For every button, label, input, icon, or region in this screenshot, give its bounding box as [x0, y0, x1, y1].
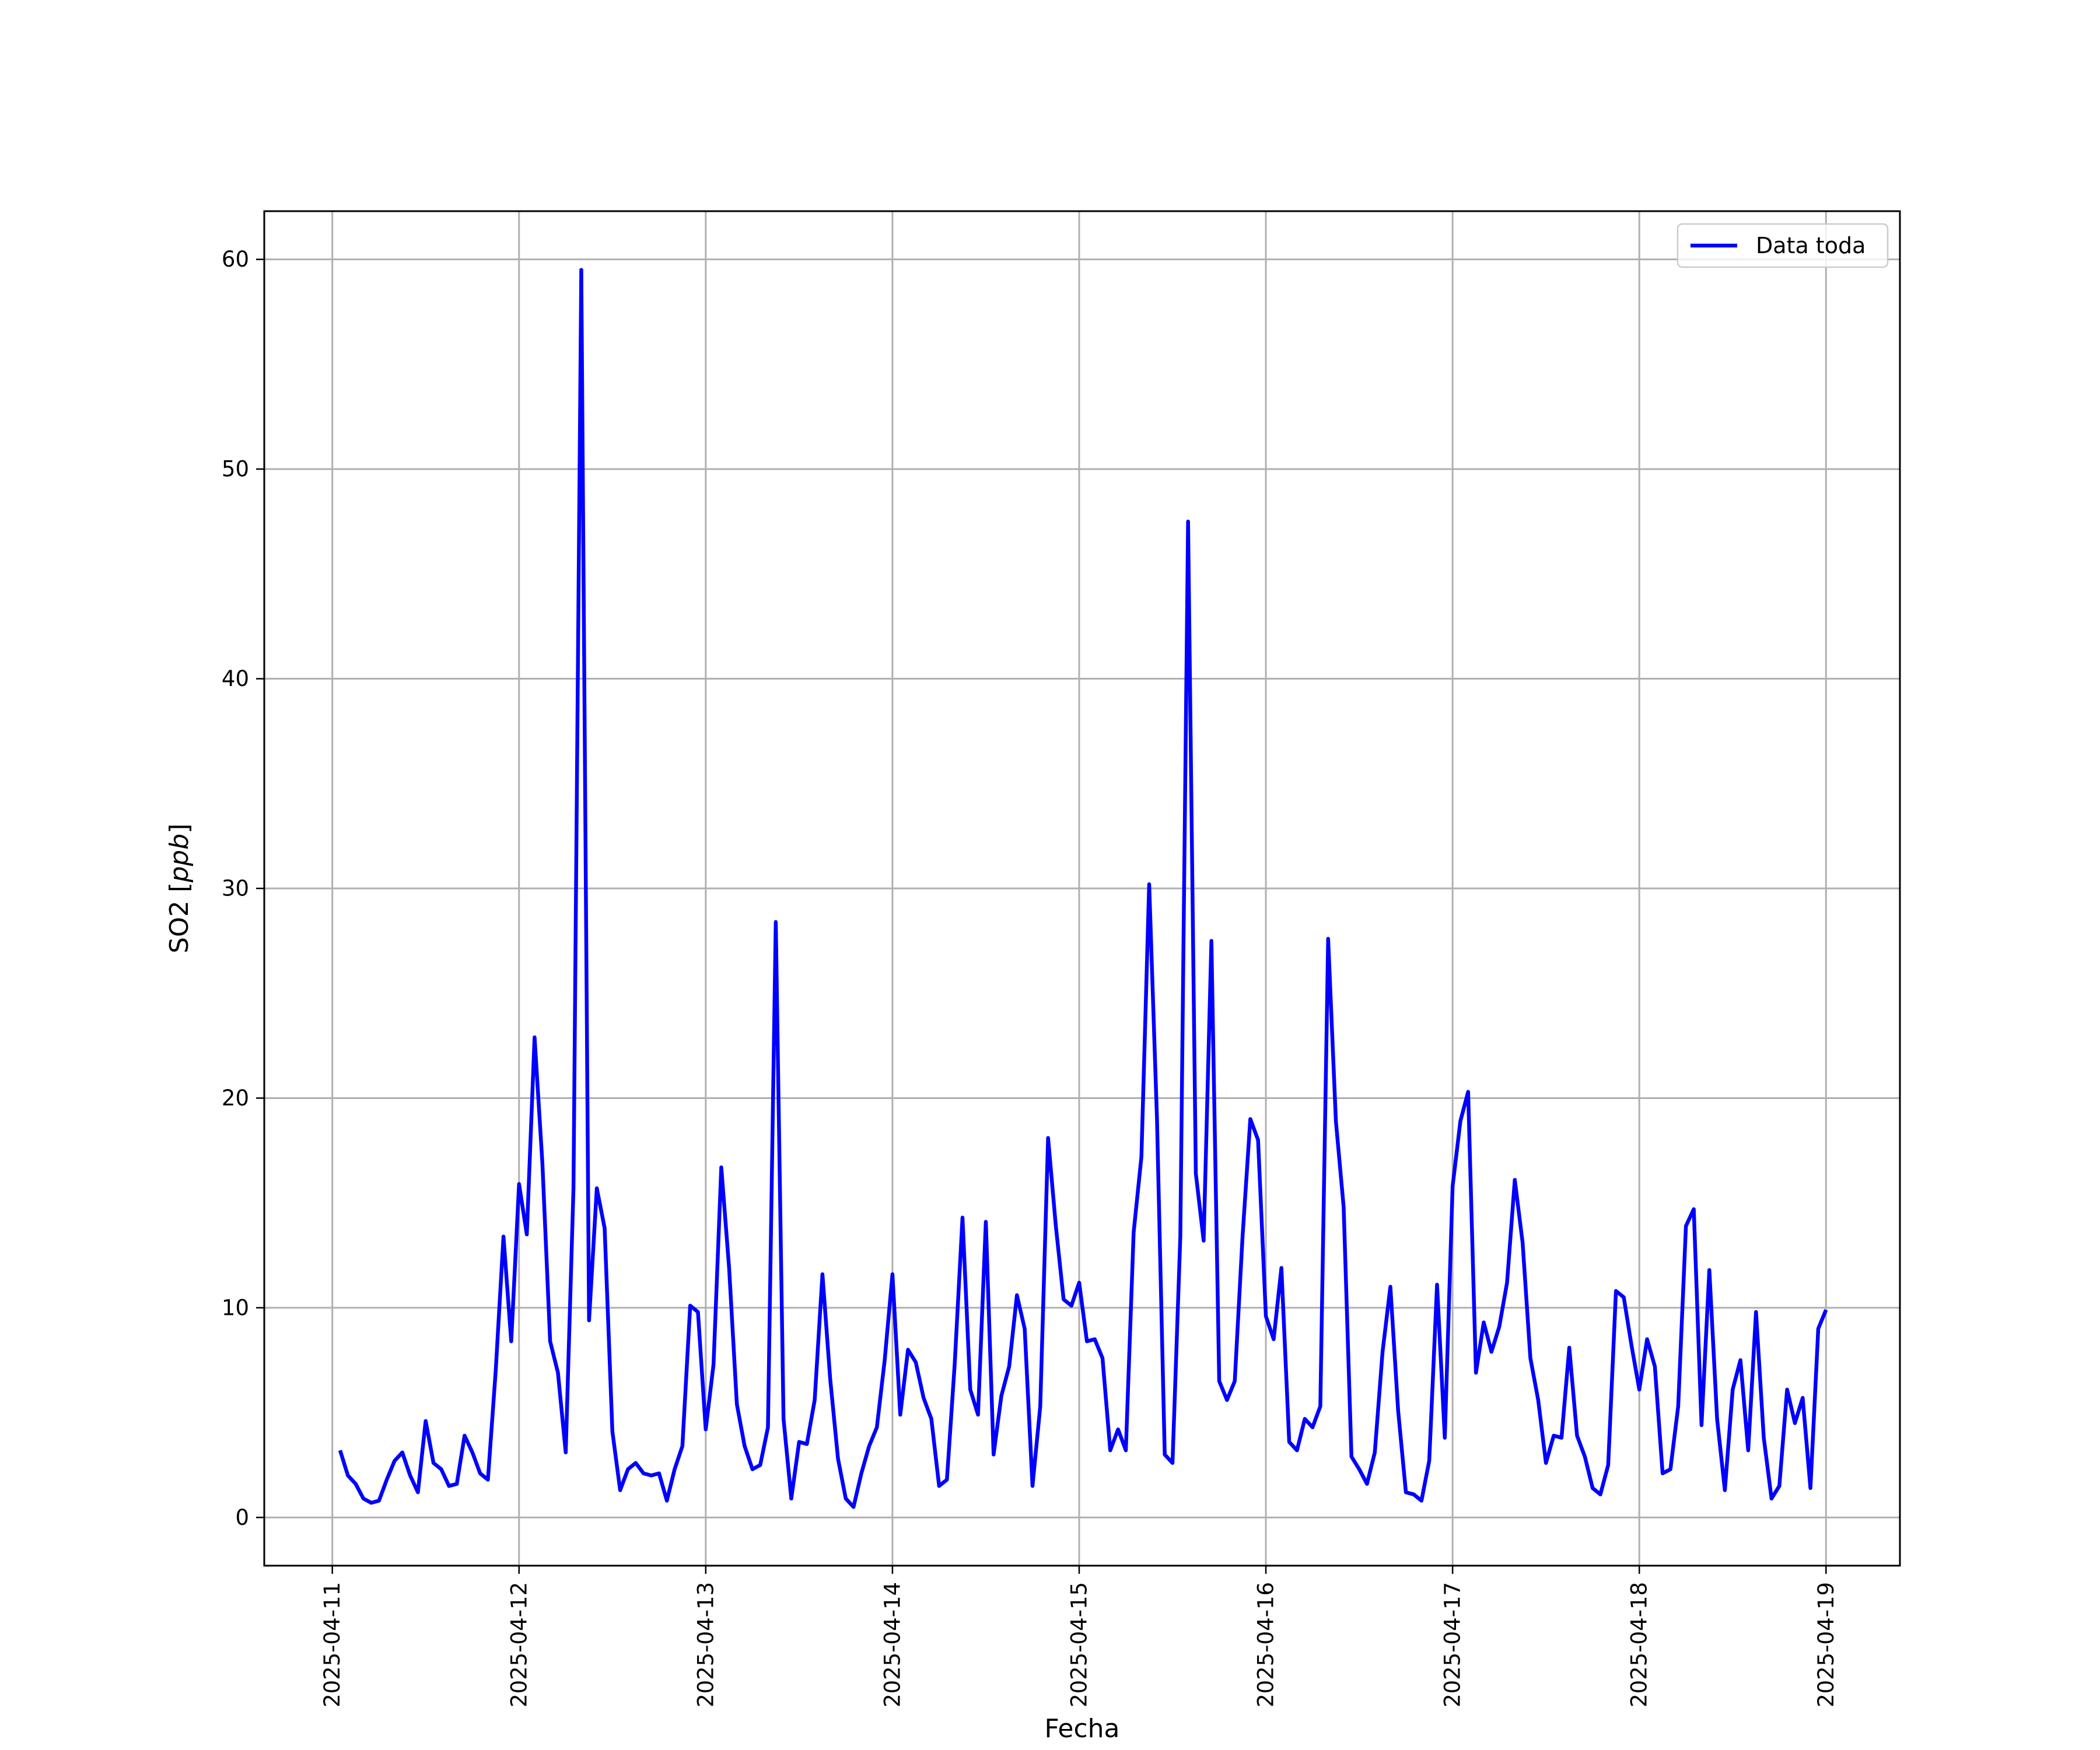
y-tick-label: 40	[222, 666, 249, 691]
plot-area	[338, 268, 1828, 1509]
x-tick-label: 2025-04-15	[1066, 1582, 1091, 1707]
y-axis-label-unit: ppb	[164, 834, 194, 883]
x-axis-label: Fecha	[1044, 1714, 1119, 1744]
y-axis-label-text: SO2 [	[164, 883, 194, 954]
x-tick-label: 2025-04-17	[1440, 1582, 1465, 1707]
y-tick-label: 20	[222, 1086, 249, 1111]
y-axis: 0 10 20 30 40 50 60	[222, 247, 264, 1530]
x-tick-label: 2025-04-19	[1814, 1582, 1839, 1707]
x-tick-label: 2025-04-11	[320, 1582, 345, 1707]
x-axis: 2025-04-11 2025-04-12 2025-04-13 2025-04-14…	[320, 1566, 1839, 1707]
y-tick-label: 30	[222, 876, 249, 901]
x-tick-label: 2025-04-13	[693, 1582, 718, 1707]
x-tick-label: 2025-04-18	[1627, 1582, 1652, 1707]
y-tick-label: 10	[222, 1295, 249, 1320]
y-tick-label: 50	[222, 457, 249, 482]
x-tick-label: 2025-04-12	[506, 1582, 531, 1707]
x-tick-label: 2025-04-14	[880, 1582, 905, 1707]
y-tick-label: 60	[222, 247, 249, 272]
legend-entry-label: Data toda	[1756, 233, 1866, 258]
y-axis-label-close: ]	[164, 824, 194, 834]
legend-box	[1676, 223, 1889, 268]
y-axis-label: SO2 [ppb]	[164, 824, 194, 954]
legend: Data toda	[1676, 223, 1889, 268]
y-tick-label: 0	[235, 1505, 249, 1530]
series-line-data-toda	[338, 268, 1828, 1509]
x-tick-label: 2025-04-16	[1254, 1582, 1279, 1707]
